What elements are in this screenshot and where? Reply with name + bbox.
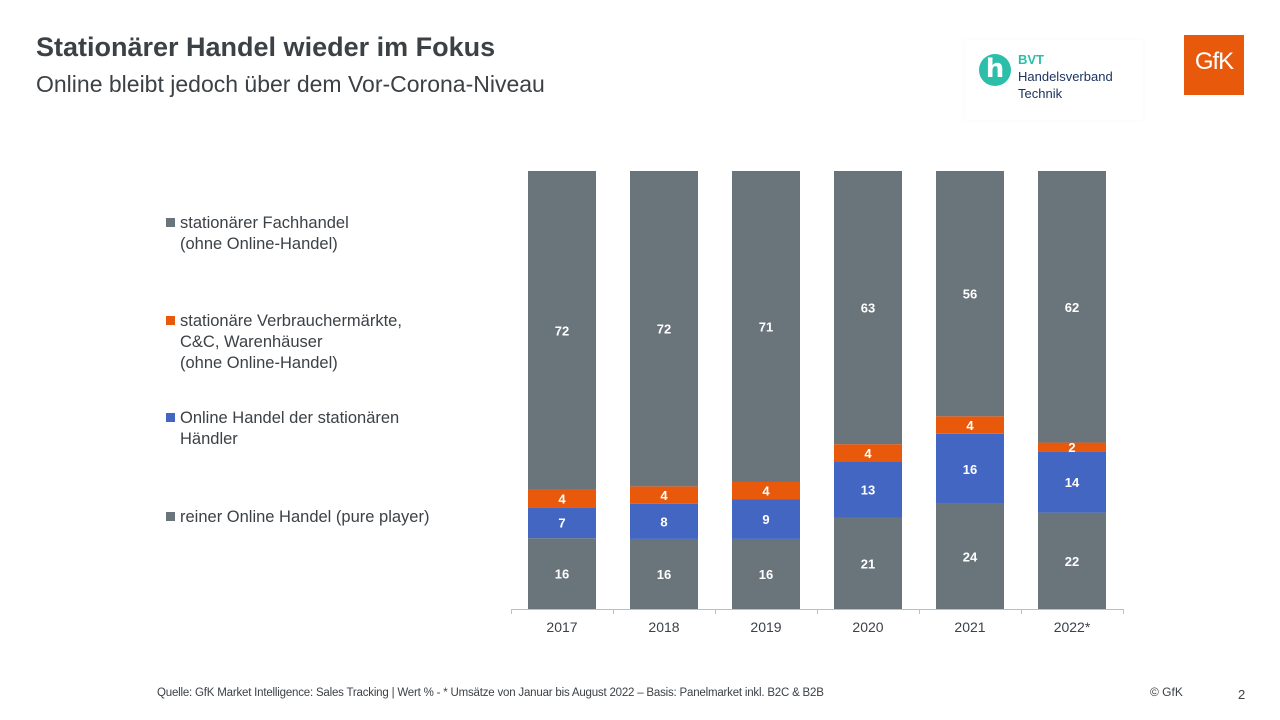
legend-item-fachhandel: stationärer Fachhandel (ohne Online-Hand… — [166, 213, 349, 255]
data-label: 16 — [963, 462, 977, 477]
bar-segment-2017-s1 — [528, 507, 596, 539]
bar-segment-2020-s0 — [834, 517, 902, 609]
data-label: 62 — [1065, 300, 1079, 315]
data-label: 8 — [660, 514, 667, 529]
data-label: 71 — [759, 319, 773, 334]
bar-segment-2021-s2 — [936, 416, 1004, 434]
bvt-line1: Handelsverband — [1018, 69, 1113, 84]
x-tick-label: 2022* — [1054, 619, 1091, 635]
data-label: 16 — [759, 567, 773, 582]
data-label: 56 — [963, 287, 977, 302]
bar-segment-2022-s3 — [1038, 171, 1106, 443]
legend-swatch — [166, 512, 175, 521]
data-label: 72 — [555, 323, 569, 338]
bar-segment-2021-s0 — [936, 503, 1004, 609]
bvt-abbr: BVT — [1018, 52, 1044, 67]
bar-segment-2018-s2 — [630, 486, 698, 504]
data-label: 72 — [657, 322, 671, 337]
x-tick-label: 2020 — [852, 619, 883, 635]
bvt-logo-icon: h — [979, 54, 1011, 86]
bar-segment-2018-s1 — [630, 503, 698, 539]
bar-segment-2018-s0 — [630, 538, 698, 609]
legend-item-pure-player: reiner Online Handel (pure player) — [166, 507, 429, 528]
bar-segment-2017-s2 — [528, 489, 596, 508]
legend-item-verbrauchermaerkte: stationäre Verbrauchermärkte, C&C, Waren… — [166, 311, 402, 374]
data-label: 14 — [1065, 475, 1080, 490]
data-label: 4 — [660, 488, 668, 503]
x-tick-label: 2018 — [648, 619, 679, 635]
legend-swatch — [166, 316, 175, 325]
bar-segment-2021-s3 — [936, 171, 1004, 417]
source-note: Quelle: GfK Market Intelligence: Sales T… — [157, 687, 824, 699]
bar-segment-2017-s3 — [528, 171, 596, 490]
data-label: 4 — [864, 446, 872, 461]
copyright: © GfK — [1150, 685, 1183, 699]
data-label: 4 — [558, 491, 566, 506]
bar-segment-2020-s1 — [834, 461, 902, 518]
bvt-logo-text: BVT Handelsverband Technik — [1018, 51, 1113, 102]
x-tick-label: 2021 — [954, 619, 985, 635]
gfk-logo-text: GfK — [1194, 48, 1234, 75]
legend-swatch — [166, 218, 175, 227]
legend-swatch — [166, 413, 175, 422]
slide-subtitle: Online bleibt jedoch über dem Vor-Corona… — [36, 71, 545, 97]
bvt-line2: Technik — [1018, 86, 1063, 101]
legend-label: stationärer Fachhandel (ohne Online-Hand… — [180, 214, 349, 253]
data-label: 22 — [1065, 554, 1079, 569]
data-label: 9 — [762, 512, 769, 527]
legend-label: reiner Online Handel (pure player) — [180, 508, 430, 526]
gfk-logo: GfK — [1184, 35, 1244, 95]
bar-segment-2019-s3 — [732, 171, 800, 482]
bar-segment-2022-s2 — [1038, 442, 1106, 452]
slide-title: Stationärer Handel wieder im Fokus — [36, 32, 496, 62]
bar-segment-2019-s0 — [732, 538, 800, 609]
legend-label: stationäre Verbrauchermärkte, C&C, Waren… — [180, 312, 402, 372]
x-tick-label: 2019 — [750, 619, 781, 635]
bar-segment-2022-s0 — [1038, 512, 1106, 609]
bar-segment-2021-s1 — [936, 433, 1004, 504]
bar-segment-2020-s2 — [834, 444, 902, 462]
bar-segment-2020-s3 — [834, 171, 902, 445]
legend-label: Online Handel der stationären Händler — [180, 409, 400, 448]
data-label: 63 — [861, 301, 875, 316]
bar-segment-2019-s1 — [732, 499, 800, 539]
bar-segment-2019-s2 — [732, 481, 800, 500]
page-number: 2 — [1238, 687, 1246, 702]
data-label: 13 — [861, 483, 875, 498]
data-label: 16 — [555, 567, 569, 582]
data-label: 16 — [657, 567, 671, 582]
x-tick-label: 2017 — [546, 619, 577, 635]
data-label: 7 — [558, 516, 565, 531]
bvt-logo: h BVT Handelsverband Technik — [965, 40, 1143, 120]
data-label: 21 — [861, 556, 875, 571]
bar-segment-2018-s3 — [630, 171, 698, 487]
data-label: 4 — [966, 418, 974, 433]
data-label: 4 — [762, 484, 770, 499]
data-label: 2 — [1068, 440, 1075, 455]
legend-item-online-stationaer: Online Handel der stationären Händler — [166, 408, 399, 450]
bar-segment-2017-s0 — [528, 538, 596, 609]
bar-segment-2022-s1 — [1038, 451, 1106, 513]
data-label: 24 — [963, 549, 978, 564]
